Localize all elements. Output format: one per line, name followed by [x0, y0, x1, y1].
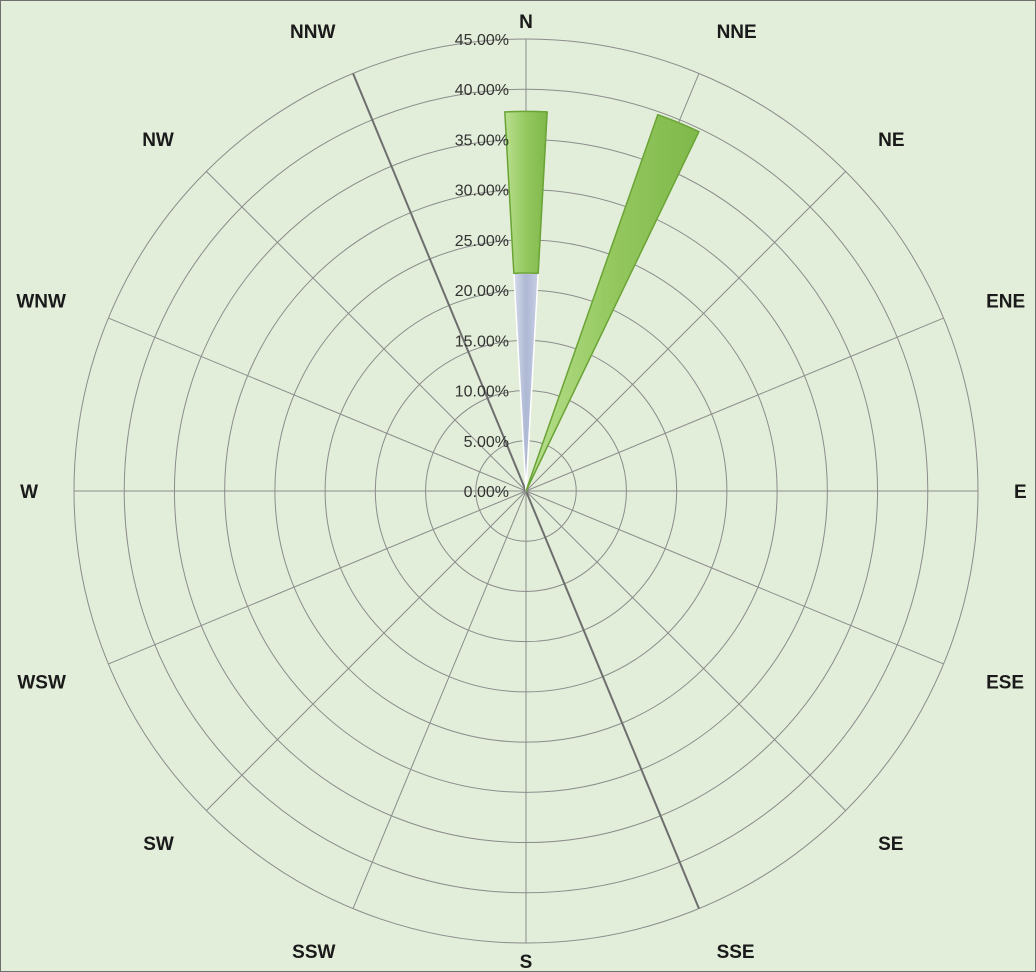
- direction-label-nnw: NNW: [290, 22, 335, 43]
- spoke-wnw: [108, 317, 527, 492]
- tick-label-2: 10.00%: [455, 384, 509, 401]
- data-sectors: [504, 110, 700, 492]
- direction-label-w: W: [20, 482, 38, 503]
- direction-label-wnw: WNW: [16, 291, 66, 312]
- tick-label-8: 40.00%: [455, 82, 509, 99]
- direction-label-nne: NNE: [717, 22, 757, 43]
- direction-label-wsw: WSW: [17, 673, 66, 694]
- tick-label-1: 5.00%: [464, 434, 509, 451]
- direction-label-ese: ESE: [986, 673, 1024, 694]
- spoke-nw: [206, 171, 527, 492]
- direction-labels: N NNE NE ENE E ESE SE SSE S SSW SW WSW W WNW NW NNW: [16, 12, 1026, 971]
- tick-label-3: 15.00%: [455, 333, 509, 350]
- spoke-ne: [525, 171, 846, 492]
- direction-label-n: N: [519, 12, 533, 33]
- spoke-se: [525, 490, 846, 811]
- tick-label-5: 25.00%: [455, 233, 509, 250]
- spoke-sw: [206, 490, 527, 811]
- petal-n-series-2: [504, 110, 548, 275]
- direction-label-e: E: [1014, 482, 1027, 503]
- direction-label-ne: NE: [878, 130, 904, 151]
- direction-label-nw: NW: [142, 130, 174, 151]
- direction-label-ssw: SSW: [292, 942, 335, 963]
- spoke-ene: [525, 317, 944, 492]
- direction-label-sse: SSE: [717, 942, 755, 963]
- tick-label-9: 45.00%: [455, 32, 509, 49]
- spoke-wsw: [108, 490, 527, 665]
- direction-label-sw: SW: [143, 834, 174, 855]
- tick-label-6: 30.00%: [455, 183, 509, 200]
- direction-label-se: SE: [878, 834, 903, 855]
- spoke-ese: [525, 490, 944, 665]
- petal-nne-series-2: [525, 113, 700, 492]
- spoke-sse: [525, 490, 700, 909]
- direction-label-ene: ENE: [986, 291, 1025, 312]
- radial-tick-labels: 0.00% 5.00% 10.00% 15.00% 20.00% 25.00% 30.00%…: [455, 32, 509, 501]
- direction-label-s: S: [520, 952, 533, 971]
- petal-n-series-1: [513, 272, 539, 492]
- tick-label-7: 35.00%: [455, 132, 509, 149]
- spoke-ssw: [352, 490, 527, 909]
- tick-label-4: 20.00%: [455, 283, 509, 300]
- spoke-nnw: [352, 73, 527, 492]
- tick-label-0: 0.00%: [464, 484, 509, 501]
